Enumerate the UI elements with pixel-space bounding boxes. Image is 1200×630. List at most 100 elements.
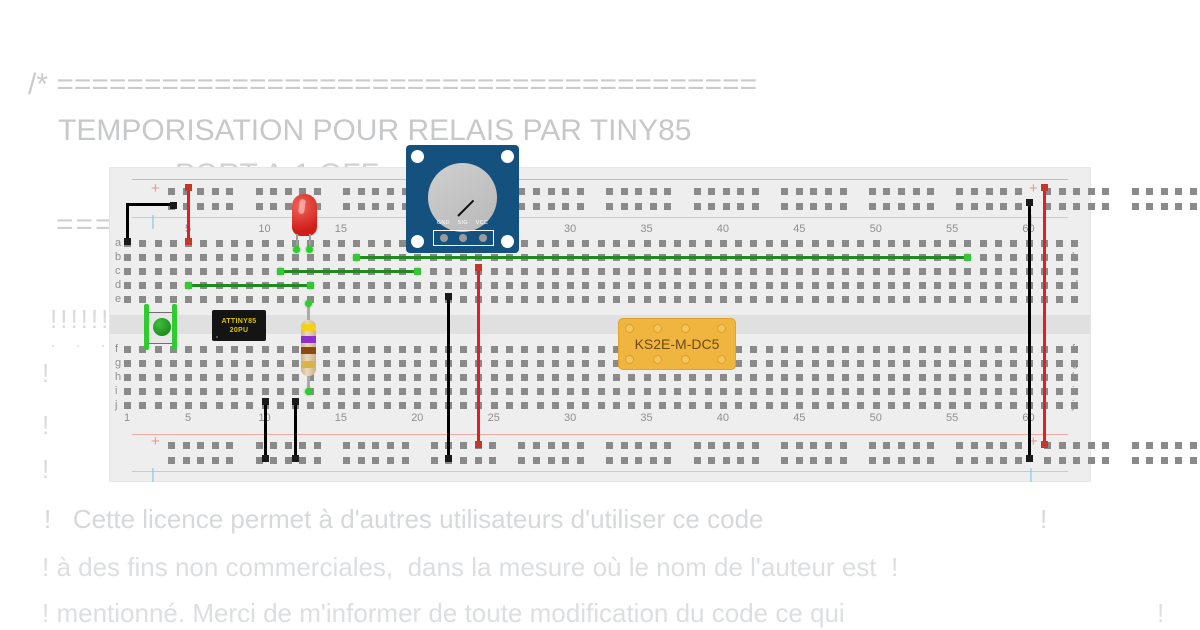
breadboard-hole[interactable]	[1071, 360, 1079, 367]
breadboard-hole[interactable]	[722, 188, 730, 195]
breadboard-hole[interactable]	[781, 402, 789, 409]
breadboard-hole[interactable]	[536, 296, 544, 303]
breadboard-hole[interactable]	[261, 360, 269, 367]
breadboard-hole[interactable]	[460, 360, 468, 367]
breadboard-hole[interactable]	[353, 296, 361, 303]
breadboard-hole[interactable]	[1175, 442, 1183, 449]
breadboard-hole[interactable]	[255, 188, 263, 195]
breadboard-hole[interactable]	[154, 254, 162, 261]
breadboard-hole[interactable]	[883, 442, 891, 449]
breadboard-hole[interactable]	[533, 457, 540, 464]
breadboard-hole[interactable]	[933, 296, 941, 303]
breadboard-hole[interactable]	[139, 374, 147, 381]
breadboard-hole[interactable]	[567, 240, 575, 247]
breadboard-hole[interactable]	[401, 442, 409, 449]
breadboard-hole[interactable]	[750, 282, 758, 289]
breadboard-hole[interactable]	[933, 360, 941, 367]
breadboard-hole[interactable]	[735, 360, 743, 367]
breadboard-hole[interactable]	[357, 442, 365, 449]
breadboard-hole[interactable]	[576, 442, 584, 449]
breadboard-hole[interactable]	[795, 203, 803, 210]
breadboard-hole[interactable]	[383, 374, 391, 381]
breadboard-hole[interactable]	[576, 188, 584, 195]
breadboard-hole[interactable]	[429, 346, 437, 353]
breadboard-hole[interactable]	[337, 254, 345, 261]
breadboard-hole[interactable]	[1146, 457, 1154, 464]
breadboard-hole[interactable]	[597, 388, 605, 395]
breadboard-hole[interactable]	[708, 203, 716, 210]
breadboard-hole[interactable]	[597, 268, 605, 275]
breadboard-hole[interactable]	[414, 402, 422, 409]
breadboard-hole[interactable]	[567, 360, 575, 367]
breadboard-hole[interactable]	[1010, 282, 1018, 289]
breadboard-hole[interactable]	[781, 188, 789, 195]
breadboard-hole[interactable]	[276, 254, 284, 261]
breadboard-hole[interactable]	[704, 402, 712, 409]
breadboard-hole[interactable]	[649, 457, 657, 464]
breadboard-hole[interactable]	[307, 402, 315, 409]
breadboard-hole[interactable]	[1073, 203, 1081, 210]
breadboard-hole[interactable]	[839, 457, 847, 464]
breadboard-hole[interactable]	[868, 442, 876, 449]
breadboard-hole[interactable]	[898, 188, 905, 195]
breadboard-hole[interactable]	[169, 388, 177, 395]
breadboard-hole[interactable]	[933, 388, 941, 395]
breadboard-hole[interactable]	[353, 360, 361, 367]
breadboard-hole[interactable]	[562, 203, 570, 210]
breadboard-hole[interactable]	[903, 268, 911, 275]
breadboard-hole[interactable]	[949, 268, 957, 275]
breadboard-hole[interactable]	[551, 268, 559, 275]
breadboard-hole[interactable]	[811, 402, 819, 409]
breadboard-hole[interactable]	[918, 296, 926, 303]
breadboard-hole[interactable]	[576, 457, 584, 464]
breadboard-hole[interactable]	[994, 360, 1002, 367]
breadboard-hole[interactable]	[597, 360, 605, 367]
breadboard-hole[interactable]	[765, 282, 773, 289]
breadboard-hole[interactable]	[185, 254, 193, 261]
breadboard-hole[interactable]	[383, 296, 391, 303]
breadboard-hole[interactable]	[169, 240, 177, 247]
breadboard-hole[interactable]	[719, 268, 727, 275]
breadboard-hole[interactable]	[750, 388, 758, 395]
breadboard-hole[interactable]	[460, 282, 468, 289]
breadboard-hole[interactable]	[551, 360, 559, 367]
breadboard-hole[interactable]	[888, 360, 895, 367]
breadboard-hole[interactable]	[322, 346, 330, 353]
breadboard-hole[interactable]	[1190, 188, 1197, 195]
breadboard-hole[interactable]	[182, 457, 190, 464]
breadboard-hole[interactable]	[353, 346, 361, 353]
breadboard-hole[interactable]	[811, 360, 819, 367]
breadboard-hole[interactable]	[368, 240, 376, 247]
breadboard-hole[interactable]	[562, 442, 570, 449]
breadboard-hole[interactable]	[1056, 268, 1064, 275]
breadboard-hole[interactable]	[826, 240, 834, 247]
breadboard-hole[interactable]	[750, 240, 758, 247]
breadboard-hole[interactable]	[933, 240, 941, 247]
breadboard-hole[interactable]	[230, 360, 238, 367]
breadboard-hole[interactable]	[606, 188, 613, 195]
breadboard-hole[interactable]	[868, 457, 876, 464]
breadboard-hole[interactable]	[971, 188, 978, 195]
breadboard-hole[interactable]	[1010, 346, 1018, 353]
breadboard-hole[interactable]	[964, 268, 972, 275]
breadboard-hole[interactable]	[169, 254, 177, 261]
breadboard-hole[interactable]	[185, 374, 193, 381]
wire-black-col60-full-span[interactable]	[1027, 201, 1031, 460]
breadboard-hole[interactable]	[337, 240, 345, 247]
breadboard-hole[interactable]	[888, 388, 895, 395]
breadboard-hole[interactable]	[383, 402, 391, 409]
breadboard-hole[interactable]	[857, 282, 865, 289]
breadboard-hole[interactable]	[185, 346, 193, 353]
breadboard-hole[interactable]	[1146, 442, 1154, 449]
breadboard-hole[interactable]	[781, 268, 789, 275]
breadboard-hole[interactable]	[429, 268, 437, 275]
breadboard-hole[interactable]	[521, 240, 529, 247]
breadboard-hole[interactable]	[547, 188, 555, 195]
breadboard-hole[interactable]	[985, 188, 993, 195]
pushbutton-cap[interactable]	[153, 318, 171, 336]
breadboard-hole[interactable]	[582, 360, 590, 367]
breadboard-hole[interactable]	[429, 402, 437, 409]
breadboard-hole[interactable]	[124, 282, 131, 289]
breadboard-hole[interactable]	[261, 268, 269, 275]
breadboard-hole[interactable]	[842, 268, 850, 275]
